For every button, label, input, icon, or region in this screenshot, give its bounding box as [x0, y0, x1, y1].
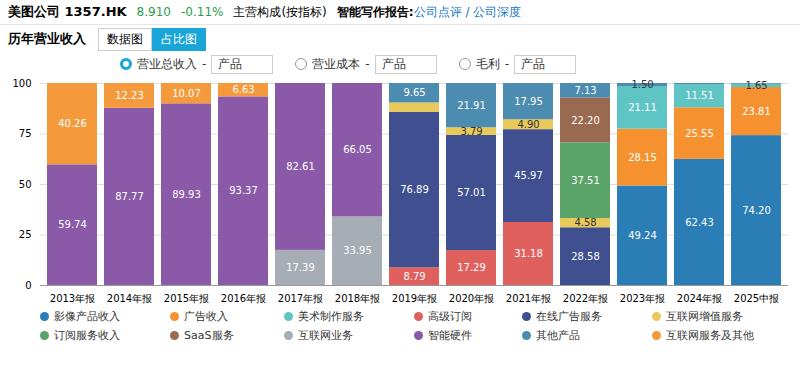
svg-text:2020年报: 2020年报	[449, 293, 494, 304]
svg-text:76.89: 76.89	[400, 184, 429, 195]
html-text:美术制作服务: 美术制作服务	[297, 310, 364, 323]
html-text:毛利 -: 毛利 -	[475, 56, 509, 71]
svg-text:100: 100	[12, 78, 31, 89]
svg-text:93.37: 93.37	[229, 185, 258, 196]
html-text:互联网增值服务: 互联网增值服务	[665, 310, 743, 323]
svg-text:25.55: 25.55	[685, 128, 714, 139]
svg-text:57.01: 57.01	[457, 187, 486, 198]
svg-text:28.58: 28.58	[571, 251, 600, 262]
svg-text:33.95: 33.95	[343, 245, 372, 256]
html-text:订阅服务收入: 订阅服务收入	[54, 329, 120, 342]
svg-text:11.51: 11.51	[685, 90, 714, 101]
svg-text:17.95: 17.95	[514, 96, 543, 107]
html-text:营业成本 -: 营业成本 -	[312, 56, 370, 71]
html-text:智能硬件: 智能硬件	[427, 329, 472, 342]
svg-text:75: 75	[19, 128, 32, 139]
html-text:营业总收入 -: 营业总收入 -	[137, 56, 207, 71]
svg-text:17.29: 17.29	[457, 262, 486, 273]
svg-text:23.81: 23.81	[742, 106, 771, 117]
svg-text:2014年报: 2014年报	[107, 293, 152, 304]
svg-text:62.43: 62.43	[685, 217, 714, 228]
html-text:在线广告服务: 在线广告服务	[535, 310, 602, 323]
svg-text:50: 50	[19, 179, 32, 190]
svg-text:1.65: 1.65	[745, 80, 767, 91]
svg-text:2022年报: 2022年报	[563, 293, 608, 304]
html-text:互联网服务及其他: 互联网服务及其他	[665, 329, 754, 342]
html-text:主营构成(按指标): 主营构成(按指标)	[233, 4, 327, 19]
svg-text:17.39: 17.39	[286, 262, 315, 273]
svg-text:74.20: 74.20	[742, 205, 771, 216]
svg-text:10.07: 10.07	[172, 88, 201, 99]
svg-text:12.23: 12.23	[115, 90, 144, 101]
svg-text:3.79: 3.79	[460, 126, 482, 137]
svg-text:2015年报: 2015年报	[164, 293, 209, 304]
svg-text:2024年报: 2024年报	[677, 293, 722, 304]
html-text:影像产品收入: 影像产品收入	[54, 310, 120, 323]
svg-text:82.61: 82.61	[286, 161, 315, 172]
svg-text:9.65: 9.65	[403, 87, 425, 98]
html-text:8.910: 8.910	[136, 5, 171, 19]
svg-text:2023年报: 2023年报	[620, 293, 665, 304]
svg-text:40.26: 40.26	[58, 118, 87, 129]
svg-text:21.11: 21.11	[628, 102, 657, 113]
svg-text:87.77: 87.77	[115, 191, 144, 202]
svg-text:2025中报: 2025中报	[734, 293, 779, 304]
svg-text:0: 0	[25, 280, 31, 291]
svg-text:22.20: 22.20	[571, 115, 600, 126]
svg-text:49.24: 49.24	[628, 230, 657, 241]
svg-text:6.63: 6.63	[232, 84, 254, 95]
svg-text:7.13: 7.13	[574, 85, 596, 96]
html-text:广告收入: 广告收入	[184, 310, 229, 323]
svg-text:8.79: 8.79	[403, 271, 425, 282]
html-text:产品: 产品	[218, 56, 243, 71]
html-text:产品: 产品	[381, 56, 406, 71]
html-text:数据图: 数据图	[107, 31, 143, 46]
svg-text:4.58: 4.58	[574, 217, 596, 228]
html-text:历年营业收入: 历年营业收入	[8, 31, 86, 46]
html-text:占比图: 占比图	[161, 31, 197, 46]
html-text:美图公司 1357.HK: 美图公司 1357.HK	[8, 4, 127, 19]
svg-text:31.18: 31.18	[514, 248, 543, 259]
svg-text:2021年报: 2021年报	[506, 293, 551, 304]
svg-text:2013年报: 2013年报	[50, 293, 95, 304]
svg-text:1.50: 1.50	[631, 79, 653, 90]
html-text:互联网业务: 互联网业务	[297, 329, 353, 342]
html-text:智能写作报告:公司点评/公司深度: 智能写作报告:公司点评/公司深度	[336, 4, 522, 19]
html-text:产品: 产品	[521, 56, 545, 71]
svg-text:25: 25	[19, 229, 32, 240]
html-text:其他产品: 其他产品	[535, 329, 580, 342]
svg-text:2019年报: 2019年报	[392, 293, 437, 304]
svg-text:4.90: 4.90	[517, 119, 539, 130]
html-text:高级订阅: 高级订阅	[427, 310, 472, 323]
svg-text:45.97: 45.97	[514, 170, 543, 181]
svg-text:37.51: 37.51	[571, 175, 600, 186]
svg-text:2016年报: 2016年报	[221, 293, 266, 304]
svg-text:66.05: 66.05	[343, 144, 372, 155]
svg-text:21.91: 21.91	[457, 100, 486, 111]
html-text:SaaS服务: SaaS服务	[184, 329, 234, 342]
svg-text:2018年报: 2018年报	[335, 293, 380, 304]
svg-text:28.15: 28.15	[628, 152, 657, 163]
svg-text:59.74: 59.74	[58, 219, 87, 230]
svg-text:89.93: 89.93	[172, 189, 201, 200]
html-text:-0.11%: -0.11%	[181, 5, 224, 19]
svg-text:2017年报: 2017年报	[278, 293, 323, 304]
